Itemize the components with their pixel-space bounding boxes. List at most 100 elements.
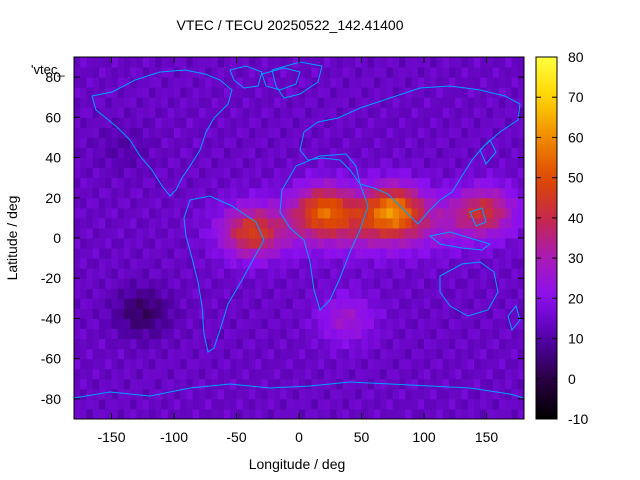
heatmap-cell — [199, 77, 206, 88]
heatmap-cell — [174, 268, 181, 279]
heatmap-cell — [267, 298, 275, 309]
heatmap-cell — [336, 147, 344, 159]
heatmap-cell — [180, 288, 187, 299]
heatmap-cell — [474, 348, 481, 360]
heatmap-cell — [480, 338, 487, 350]
heatmap-cell — [374, 288, 381, 299]
heatmap-cell — [517, 77, 524, 88]
heatmap-cell — [361, 147, 369, 159]
heatmap-cell — [449, 398, 456, 410]
heatmap-cell — [80, 187, 87, 199]
heatmap-cell — [461, 378, 469, 390]
heatmap-cell — [249, 227, 256, 239]
heatmap-cell — [467, 67, 475, 78]
heatmap-cell — [74, 268, 81, 279]
heatmap-cell — [99, 398, 106, 410]
heatmap-cell — [211, 318, 219, 329]
heatmap-cell — [242, 278, 250, 289]
heatmap-cell — [399, 348, 406, 360]
heatmap-cell — [99, 67, 106, 78]
heatmap-cell — [311, 207, 319, 219]
heatmap-cell — [186, 197, 194, 209]
heatmap-cell — [230, 298, 237, 309]
heatmap-cell — [286, 258, 294, 269]
heatmap-cell — [411, 77, 419, 88]
heatmap-cell — [399, 398, 406, 410]
heatmap-cell — [274, 288, 281, 299]
heatmap-cell — [386, 388, 394, 400]
heatmap-cell — [155, 258, 162, 269]
heatmap-cell — [486, 348, 494, 360]
heatmap-cell — [461, 207, 469, 219]
heatmap-cell — [249, 187, 256, 199]
heatmap-cell — [367, 57, 375, 68]
heatmap-cell — [392, 318, 400, 329]
heatmap-cell — [361, 57, 369, 68]
heatmap-cell — [386, 258, 394, 269]
heatmap-cell — [355, 318, 362, 329]
heatmap-cell — [467, 298, 475, 309]
heatmap-cell — [511, 358, 519, 370]
heatmap-cell — [492, 388, 500, 400]
heatmap-cell — [161, 368, 169, 380]
heatmap-cell — [274, 248, 281, 259]
heatmap-cell — [80, 57, 87, 68]
heatmap-cell — [292, 137, 300, 148]
heatmap-cell — [92, 328, 100, 340]
heatmap-cell — [124, 318, 131, 329]
heatmap-cell — [92, 207, 100, 219]
heatmap-cell — [324, 197, 331, 209]
heatmap-cell — [180, 238, 187, 249]
heatmap-cell — [236, 137, 244, 148]
heatmap-cell — [217, 67, 225, 78]
heatmap-cell — [186, 388, 194, 400]
heatmap-cell — [105, 137, 112, 148]
heatmap-cell — [280, 77, 287, 88]
heatmap-cell — [405, 398, 412, 410]
heatmap-cell — [236, 288, 244, 299]
heatmap-cell — [342, 57, 350, 68]
heatmap-cell — [449, 298, 456, 309]
heatmap-cell — [242, 197, 250, 209]
heatmap-cell — [186, 227, 194, 239]
heatmap-cell — [249, 167, 256, 179]
heatmap-cell — [217, 157, 225, 169]
heatmap-cell — [305, 137, 312, 148]
heatmap-cell — [86, 298, 94, 309]
heatmap-cell — [380, 117, 387, 128]
heatmap-cell — [511, 67, 519, 78]
heatmap-cell — [355, 117, 362, 128]
heatmap-cell — [480, 238, 487, 249]
heatmap-cell — [455, 67, 462, 78]
heatmap-cell — [380, 147, 387, 159]
heatmap-cell — [474, 147, 481, 159]
heatmap-cell — [255, 278, 262, 289]
heatmap-cell — [449, 107, 456, 118]
heatmap-cell — [499, 127, 506, 138]
heatmap-cell — [236, 207, 244, 219]
heatmap-cell — [236, 167, 244, 179]
heatmap-cell — [224, 358, 231, 370]
heatmap-cell — [424, 227, 431, 239]
heatmap-cell — [449, 97, 456, 108]
heatmap-cell — [211, 348, 219, 360]
heatmap-cell — [405, 328, 412, 340]
heatmap-cell — [330, 127, 337, 138]
heatmap-cell — [305, 147, 312, 159]
heatmap-cell — [411, 227, 419, 239]
heatmap-cell — [124, 348, 131, 360]
heatmap-cell — [355, 358, 362, 370]
heatmap-cell — [311, 248, 319, 259]
heatmap-cell — [336, 368, 344, 380]
heatmap-cell — [424, 328, 431, 340]
heatmap-cell — [311, 328, 319, 340]
heatmap-cell — [292, 288, 300, 299]
heatmap-cell — [505, 348, 512, 360]
heatmap-cell — [505, 207, 512, 219]
heatmap-cell — [186, 328, 194, 340]
heatmap-cell — [474, 318, 481, 329]
heatmap-cell — [486, 368, 494, 380]
heatmap-cell — [367, 167, 375, 179]
heatmap-cell — [324, 177, 331, 189]
heatmap-cell — [230, 67, 237, 78]
